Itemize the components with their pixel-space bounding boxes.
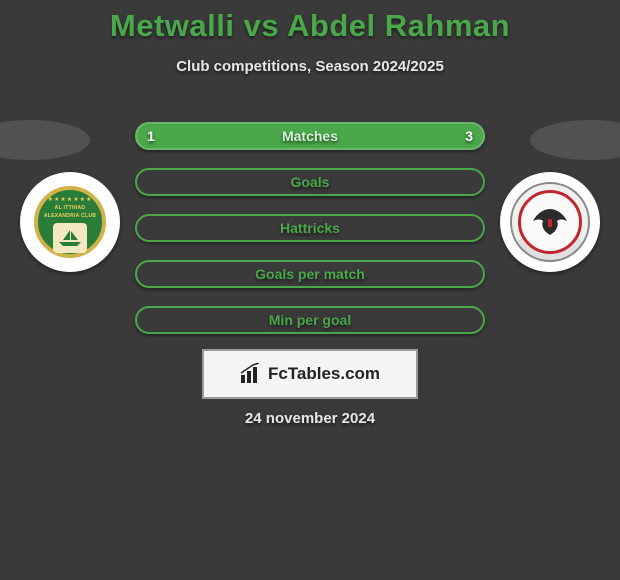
stat-gpm-label: Goals per match	[137, 266, 483, 282]
brand-text: FcTables.com	[268, 364, 380, 384]
page-title: Metwalli vs Abdel Rahman	[0, 0, 620, 44]
club-crest-right	[510, 182, 590, 262]
crest-inner-panel	[53, 223, 87, 253]
stat-row-goals: Goals	[135, 168, 485, 196]
stat-goals-label: Goals	[137, 174, 483, 190]
stat-row-hattricks: Hattricks	[135, 214, 485, 242]
bg-ellipse-right	[530, 120, 620, 160]
crest-stars: ★★★★★★★	[48, 196, 93, 203]
stat-matches-left: 1	[139, 124, 163, 148]
brand-box: FcTables.com	[202, 349, 418, 399]
stat-matches-label: Matches	[137, 128, 483, 144]
club-crest-left: ★★★★★★★ AL ITTIHAD ALEXANDRIA CLUB	[34, 186, 106, 258]
bar-chart-icon	[240, 363, 262, 385]
stat-mpg-label: Min per goal	[137, 312, 483, 328]
player-left-avatar: ★★★★★★★ AL ITTIHAD ALEXANDRIA CLUB	[20, 172, 120, 272]
stat-row-matches: 1 Matches 3	[135, 122, 485, 150]
stats-panel: 1 Matches 3 Goals Hattricks Goals per ma…	[135, 122, 485, 352]
bg-ellipse-left	[0, 120, 90, 160]
crest-text-2: ALEXANDRIA CLUB	[44, 213, 96, 219]
stat-hattricks-label: Hattricks	[137, 220, 483, 236]
stat-row-goals-per-match: Goals per match	[135, 260, 485, 288]
stat-row-min-per-goal: Min per goal	[135, 306, 485, 334]
player-right-avatar	[500, 172, 600, 272]
date-text: 24 november 2024	[0, 410, 620, 427]
eagle-icon	[527, 205, 573, 239]
page-subtitle: Club competitions, Season 2024/2025	[0, 58, 620, 75]
sailboat-icon	[57, 228, 83, 248]
crest-text-1: AL ITTIHAD	[55, 205, 86, 211]
stat-matches-right: 3	[457, 124, 481, 148]
